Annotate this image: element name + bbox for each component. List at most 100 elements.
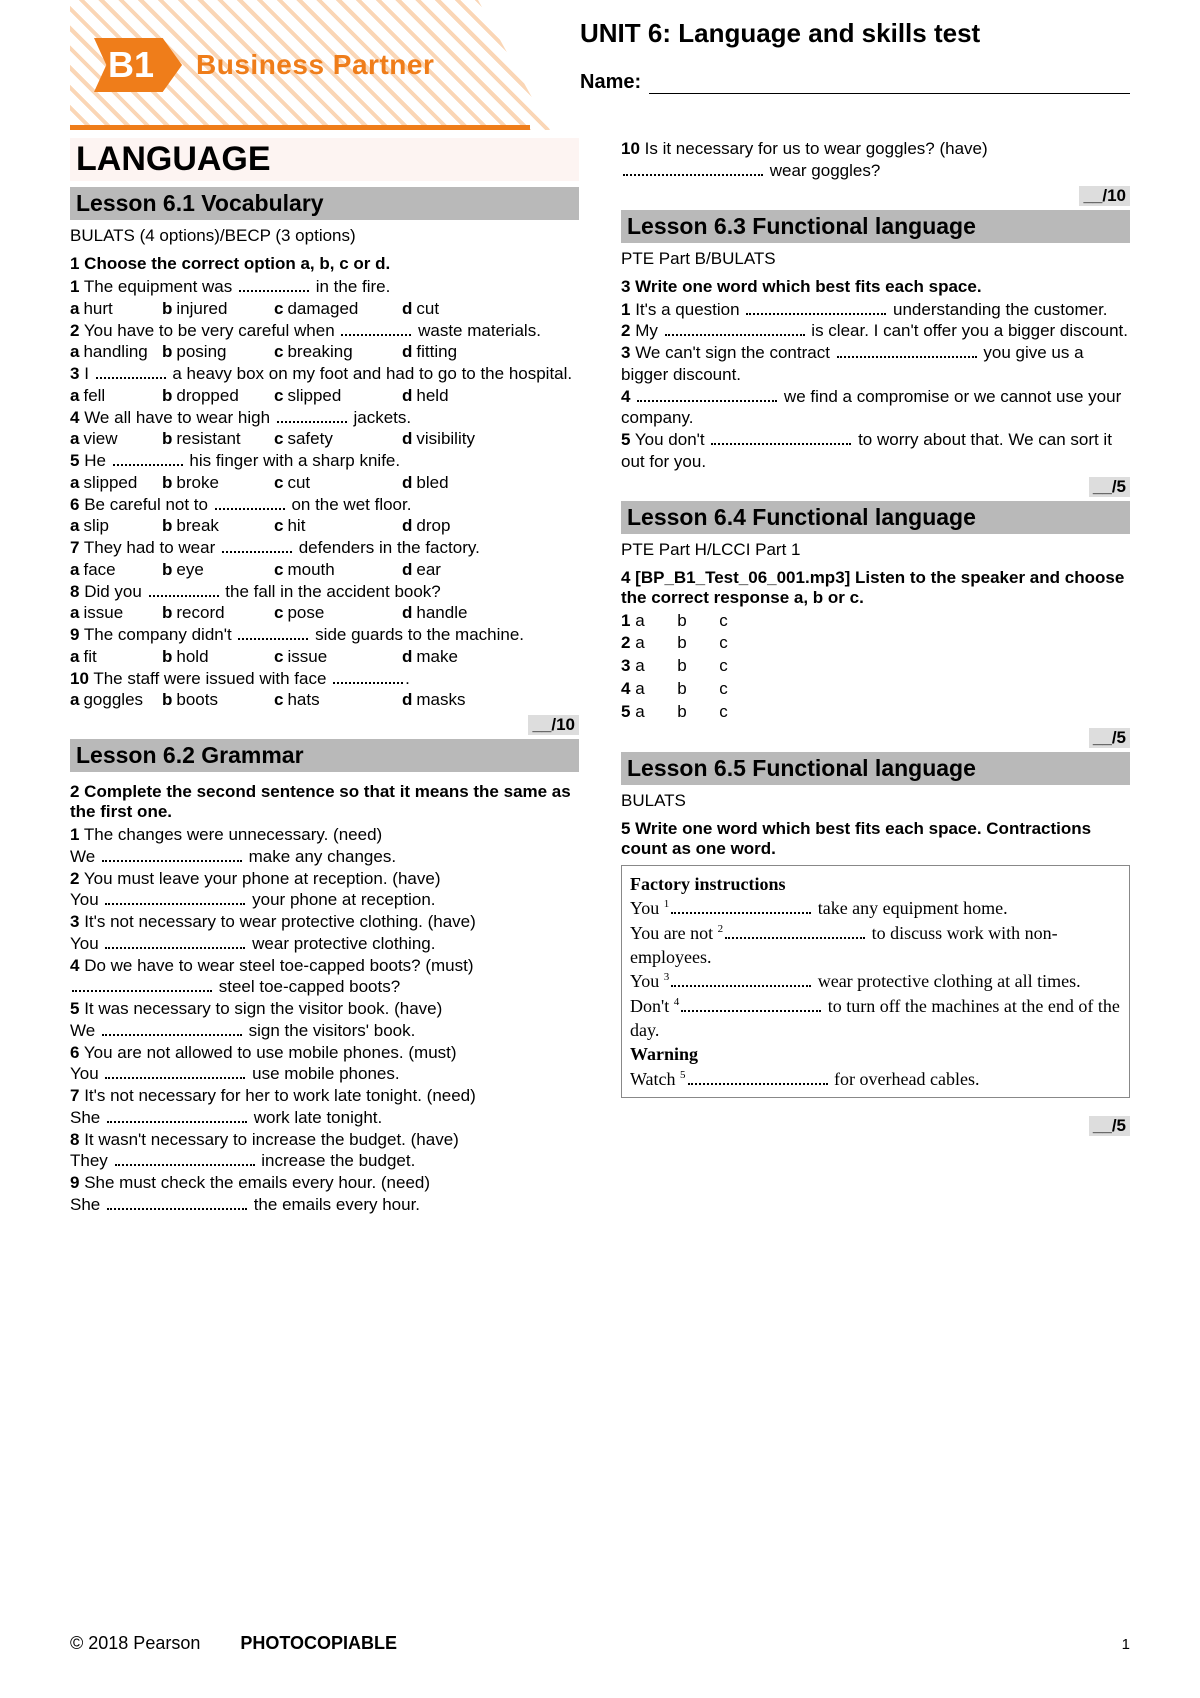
option-c[interactable]: cbreaking	[274, 341, 402, 363]
answer-line: She the emails every hour.	[70, 1194, 579, 1216]
option-d[interactable]: dbled	[402, 472, 579, 494]
option-c[interactable]: cslipped	[274, 385, 402, 407]
blank-input[interactable]	[746, 301, 886, 315]
blank-input[interactable]	[637, 388, 777, 402]
option-a[interactable]: a	[635, 632, 677, 655]
question-line: 1 The equipment was in the fire.	[70, 276, 579, 298]
option-c[interactable]: cissue	[274, 646, 402, 668]
score-6-3: __/5	[621, 477, 1130, 497]
photocopiable: PHOTOCOPIABLE	[240, 1633, 397, 1654]
option-c[interactable]: cpose	[274, 602, 402, 624]
blank-input[interactable]	[107, 1109, 247, 1123]
blank-input[interactable]	[711, 431, 851, 445]
blank-input[interactable]	[671, 973, 811, 987]
option-b[interactable]: bhold	[162, 646, 274, 668]
page-footer: © 2018 Pearson PHOTOCOPIABLE 1	[70, 1633, 1130, 1654]
option-c[interactable]: c	[719, 655, 761, 678]
option-a[interactable]: afit	[70, 646, 162, 668]
option-b[interactable]: bdropped	[162, 385, 274, 407]
option-a[interactable]: a	[635, 655, 677, 678]
option-a[interactable]: afell	[70, 385, 162, 407]
option-d[interactable]: dcut	[402, 298, 579, 320]
blank-input[interactable]	[277, 409, 347, 423]
option-b[interactable]: brecord	[162, 602, 274, 624]
option-c[interactable]: c	[719, 678, 761, 701]
blank-input[interactable]	[113, 452, 183, 466]
option-a[interactable]: aissue	[70, 602, 162, 624]
option-b[interactable]: b	[677, 632, 719, 655]
question-line: 8 Did you the fall in the accident book?	[70, 581, 579, 603]
option-d[interactable]: dfitting	[402, 341, 579, 363]
option-b[interactable]: bbroke	[162, 472, 274, 494]
blank-input[interactable]	[341, 322, 411, 336]
option-d[interactable]: ddrop	[402, 515, 579, 537]
blank-input[interactable]	[671, 900, 811, 914]
option-b[interactable]: b	[677, 678, 719, 701]
option-a[interactable]: ahandling	[70, 341, 162, 363]
blank-input[interactable]	[72, 978, 212, 992]
option-c[interactable]: c	[719, 701, 761, 724]
option-d[interactable]: dmasks	[402, 689, 579, 711]
option-c[interactable]: chats	[274, 689, 402, 711]
option-c[interactable]: cdamaged	[274, 298, 402, 320]
blank-input[interactable]	[149, 583, 219, 597]
option-c[interactable]: ccut	[274, 472, 402, 494]
blank-input[interactable]	[105, 935, 245, 949]
question-line: 4 We all have to wear high jackets.	[70, 407, 579, 429]
blank-input[interactable]	[681, 998, 821, 1012]
blank-input[interactable]	[102, 848, 242, 862]
option-a[interactable]: ahurt	[70, 298, 162, 320]
option-a[interactable]: aslipped	[70, 472, 162, 494]
blank-input[interactable]	[96, 365, 166, 379]
blank-input[interactable]	[665, 322, 805, 336]
blank-input[interactable]	[222, 539, 292, 553]
blank-input[interactable]	[115, 1152, 255, 1166]
option-d[interactable]: dmake	[402, 646, 579, 668]
question-line: 2 My is clear. I can't offer you a bigge…	[621, 320, 1130, 342]
blank-input[interactable]	[333, 670, 403, 684]
option-b[interactable]: bboots	[162, 689, 274, 711]
option-b[interactable]: bresistant	[162, 428, 274, 450]
option-a[interactable]: agoggles	[70, 689, 162, 711]
name-row: Name:	[580, 71, 1130, 94]
section-title: LANGUAGE	[70, 138, 579, 181]
option-d[interactable]: dheld	[402, 385, 579, 407]
option-b[interactable]: bbreak	[162, 515, 274, 537]
blank-input[interactable]	[105, 1065, 245, 1079]
option-c[interactable]: csafety	[274, 428, 402, 450]
blank-input[interactable]	[688, 1071, 828, 1085]
option-a[interactable]: a	[635, 701, 677, 724]
blank-input[interactable]	[837, 344, 977, 358]
blank-input[interactable]	[623, 162, 763, 176]
blank-input[interactable]	[102, 1022, 242, 1036]
option-d[interactable]: dvisibility	[402, 428, 579, 450]
blank-input[interactable]	[107, 1196, 247, 1210]
option-c[interactable]: cmouth	[274, 559, 402, 581]
blank-input[interactable]	[725, 925, 865, 939]
option-b[interactable]: b	[677, 701, 719, 724]
option-a[interactable]: aview	[70, 428, 162, 450]
option-b[interactable]: bposing	[162, 341, 274, 363]
option-a[interactable]: a	[635, 610, 677, 633]
option-a[interactable]: aslip	[70, 515, 162, 537]
option-d[interactable]: dhandle	[402, 602, 579, 624]
option-a[interactable]: aface	[70, 559, 162, 581]
option-a[interactable]: a	[635, 678, 677, 701]
option-b[interactable]: b	[677, 610, 719, 633]
option-b[interactable]: binjured	[162, 298, 274, 320]
question-line: 9 She must check the emails every hour. …	[70, 1172, 579, 1194]
option-c[interactable]: c	[719, 632, 761, 655]
option-d[interactable]: dear	[402, 559, 579, 581]
option-b[interactable]: b	[677, 655, 719, 678]
option-row: aslippedbbrokeccutdbled	[70, 472, 579, 494]
blank-input[interactable]	[215, 496, 285, 510]
option-b[interactable]: beye	[162, 559, 274, 581]
blank-input[interactable]	[239, 278, 309, 292]
blank-input[interactable]	[238, 626, 308, 640]
name-field[interactable]	[649, 74, 1130, 94]
blank-input[interactable]	[105, 891, 245, 905]
answer-line: We sign the visitors' book.	[70, 1020, 579, 1042]
option-c[interactable]: chit	[274, 515, 402, 537]
question-line: 1 The changes were unnecessary. (need)	[70, 824, 579, 846]
option-c[interactable]: c	[719, 610, 761, 633]
